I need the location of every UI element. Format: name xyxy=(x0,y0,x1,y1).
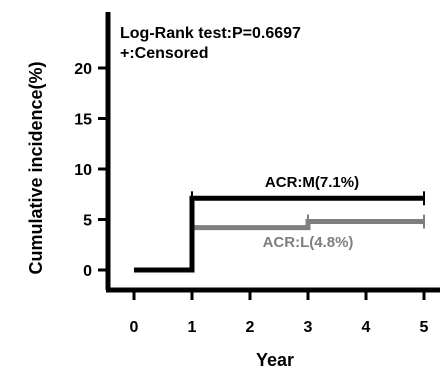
y-axis-title: Cumulative incidence(%) xyxy=(26,61,46,274)
x-tick-label: 4 xyxy=(362,319,371,336)
series-label-acr-l: ACR:L(4.8%) xyxy=(263,234,354,251)
series-label-acr-m: ACR:M(7.1%) xyxy=(265,174,359,191)
logrank-annotation: Log-Rank test:P=0.6697 xyxy=(120,25,301,42)
y-tick-label: 20 xyxy=(74,61,92,78)
x-tick-label: 0 xyxy=(130,319,139,336)
x-tick-label: 1 xyxy=(188,319,197,336)
censored-annotation: +:Censored xyxy=(120,45,208,62)
y-tick-label: 0 xyxy=(83,263,92,280)
y-tick-label: 15 xyxy=(74,112,92,129)
x-tick-label: 5 xyxy=(420,319,429,336)
y-tick-label: 5 xyxy=(83,213,92,230)
x-tick-label: 3 xyxy=(304,319,313,336)
series-line xyxy=(134,195,424,273)
x-axis-title: Year xyxy=(256,350,294,370)
x-tick-label: 2 xyxy=(246,319,255,336)
y-tick-label: 10 xyxy=(74,162,92,179)
